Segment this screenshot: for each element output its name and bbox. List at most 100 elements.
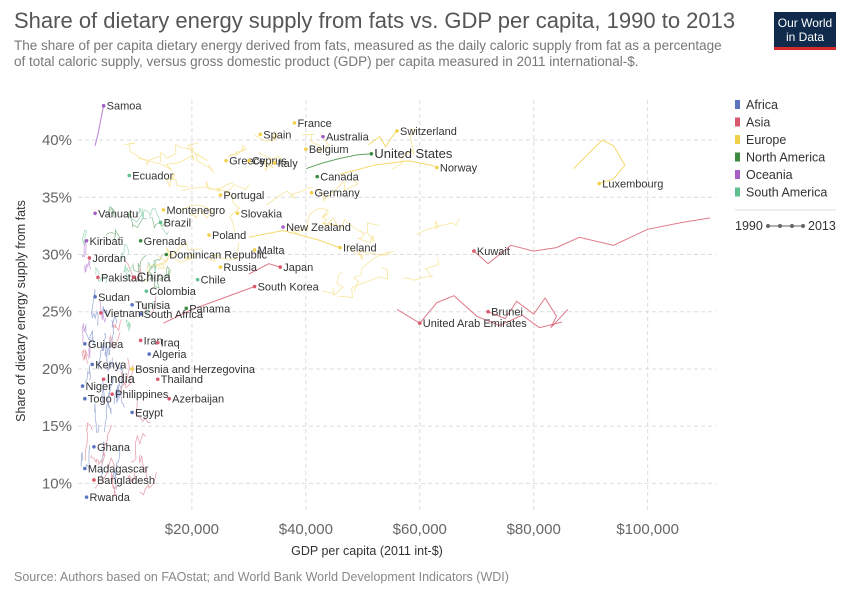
owid-logo[interactable]: Our World in Data xyxy=(774,12,836,50)
data-point xyxy=(278,265,283,269)
trajectory-line xyxy=(156,253,196,266)
trajectory-line xyxy=(338,267,389,298)
data-point xyxy=(338,245,342,250)
y-tick-label: 10% xyxy=(42,475,72,492)
data-point xyxy=(597,181,602,186)
legend-swatch xyxy=(735,152,740,162)
trajectory-line xyxy=(357,222,380,244)
trajectory-line xyxy=(115,390,125,408)
trajectory-line xyxy=(135,401,151,424)
data-point xyxy=(80,384,85,388)
data-point xyxy=(147,352,152,356)
trajectory-line xyxy=(149,273,160,289)
trajectory-line xyxy=(487,297,569,329)
country-label: Kuwait xyxy=(477,246,510,258)
background-trajectories xyxy=(80,128,460,496)
country-label: Samoa xyxy=(107,101,143,113)
trajectory-line xyxy=(90,455,103,466)
data-point xyxy=(87,256,92,260)
trajectory-line xyxy=(339,160,438,175)
trajectory-line xyxy=(416,218,460,235)
data-point xyxy=(130,410,134,415)
country-label: Cyprus xyxy=(252,156,287,168)
data-point xyxy=(155,377,160,382)
data-point xyxy=(272,161,277,165)
y-tick-label: 40% xyxy=(42,132,72,149)
country-label: Australia xyxy=(326,132,370,144)
data-point xyxy=(127,173,132,178)
trajectory-line xyxy=(163,286,255,324)
trajectory-line xyxy=(322,217,365,235)
trajectory-line xyxy=(128,471,136,485)
country-label: Luxembourg xyxy=(602,179,663,191)
data-point xyxy=(110,392,114,396)
data-point xyxy=(101,103,106,108)
country-label: Egypt xyxy=(135,407,163,419)
trajectory-line xyxy=(81,240,87,258)
legend-time-dot xyxy=(778,224,782,228)
country-label: New Zealand xyxy=(286,222,351,234)
y-tick-label: 15% xyxy=(42,418,72,435)
trajectory-line xyxy=(139,472,157,496)
trajectory-line xyxy=(301,133,330,153)
trajectory-line xyxy=(348,246,389,261)
trajectory-line xyxy=(84,444,91,470)
country-label: Japan xyxy=(283,262,313,274)
data-point xyxy=(132,275,136,280)
data-point xyxy=(93,211,97,216)
country-label: Dominican Republic xyxy=(169,250,267,262)
trajectory-line xyxy=(107,377,115,408)
trajectory-line xyxy=(258,151,288,172)
trajectory-line xyxy=(123,142,161,167)
data-point xyxy=(90,362,95,367)
data-point xyxy=(93,295,97,299)
legend-label: Asia xyxy=(746,116,770,130)
trajectory-line xyxy=(473,217,711,265)
x-tick-label: $20,000 xyxy=(165,521,219,538)
trajectory-line xyxy=(136,208,151,219)
trajectory-line xyxy=(131,208,145,223)
logo-line-2: in Data xyxy=(785,30,825,44)
trajectory-line xyxy=(227,144,248,157)
trajectory-line xyxy=(82,229,88,247)
data-point xyxy=(130,367,134,371)
legend-swatch xyxy=(735,100,740,109)
trajectory-line xyxy=(573,139,626,184)
trajectory-line xyxy=(125,261,142,282)
trajectory-line xyxy=(84,422,93,461)
trajectory-line xyxy=(158,265,171,282)
data-point xyxy=(155,340,160,345)
trajectory-line xyxy=(101,377,105,403)
legend-time-start: 1990 xyxy=(735,219,763,233)
trajectory-line xyxy=(179,204,214,219)
legend-label: Africa xyxy=(746,98,778,112)
data-point xyxy=(472,249,476,253)
trajectory-line xyxy=(137,151,195,171)
country-label: Russia xyxy=(223,262,258,274)
country-label: Chile xyxy=(201,275,226,287)
data-point xyxy=(252,248,257,252)
country-label: Jordan xyxy=(92,253,126,265)
data-point xyxy=(84,238,89,243)
trajectory-line xyxy=(89,330,95,345)
trajectory-line xyxy=(112,319,122,332)
country-label: South Africa xyxy=(144,309,204,321)
data-point xyxy=(92,444,96,449)
trajectory-line xyxy=(182,182,250,191)
country-label: Italy xyxy=(278,158,299,170)
data-point xyxy=(417,321,422,325)
country-label: Brazil xyxy=(164,217,192,229)
data-point xyxy=(218,193,223,197)
country-label: Ecuador xyxy=(132,171,173,183)
data-point xyxy=(130,303,134,307)
data-point xyxy=(98,311,103,315)
country-label: Niger xyxy=(86,381,113,393)
data-point xyxy=(309,190,314,195)
trajectory-line xyxy=(187,147,215,174)
data-point xyxy=(281,225,285,229)
country-label: Ghana xyxy=(97,442,131,454)
trajectory-line xyxy=(148,254,163,277)
trajectory-line xyxy=(104,337,112,364)
data-point xyxy=(164,252,169,257)
